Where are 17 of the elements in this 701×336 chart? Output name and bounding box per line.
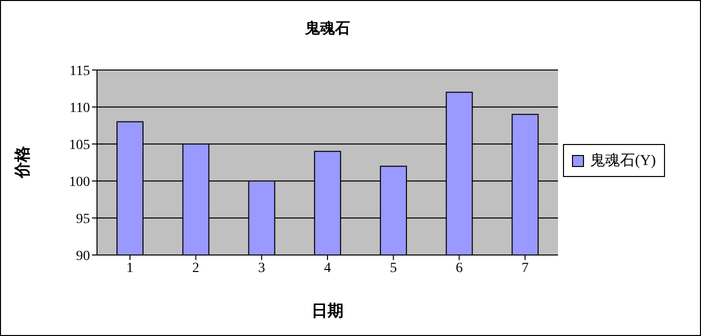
x-tick-label: 5 — [390, 260, 397, 276]
y-tick-label: 100 — [69, 174, 90, 190]
y-tick-label: 115 — [70, 64, 90, 79]
x-tick-label: 1 — [126, 260, 134, 276]
y-tick-label: 90 — [76, 248, 90, 264]
y-tick-label: 105 — [69, 138, 90, 153]
x-tick-label: 3 — [258, 260, 266, 276]
legend-label: 鬼魂石(Y) — [590, 152, 656, 170]
chart-title: 鬼魂石 — [304, 20, 351, 38]
x-axis-title: 日期 — [310, 302, 344, 322]
x-tick-label: 2 — [192, 260, 200, 276]
x-tick-label: 7 — [522, 260, 529, 276]
y-axis-title: 价格 — [13, 146, 32, 178]
x-tick-label: 4 — [324, 260, 331, 276]
y-tick-label: 110 — [70, 100, 90, 116]
x-tick-label: 6 — [456, 260, 463, 276]
y-tick-label: 95 — [76, 212, 90, 227]
